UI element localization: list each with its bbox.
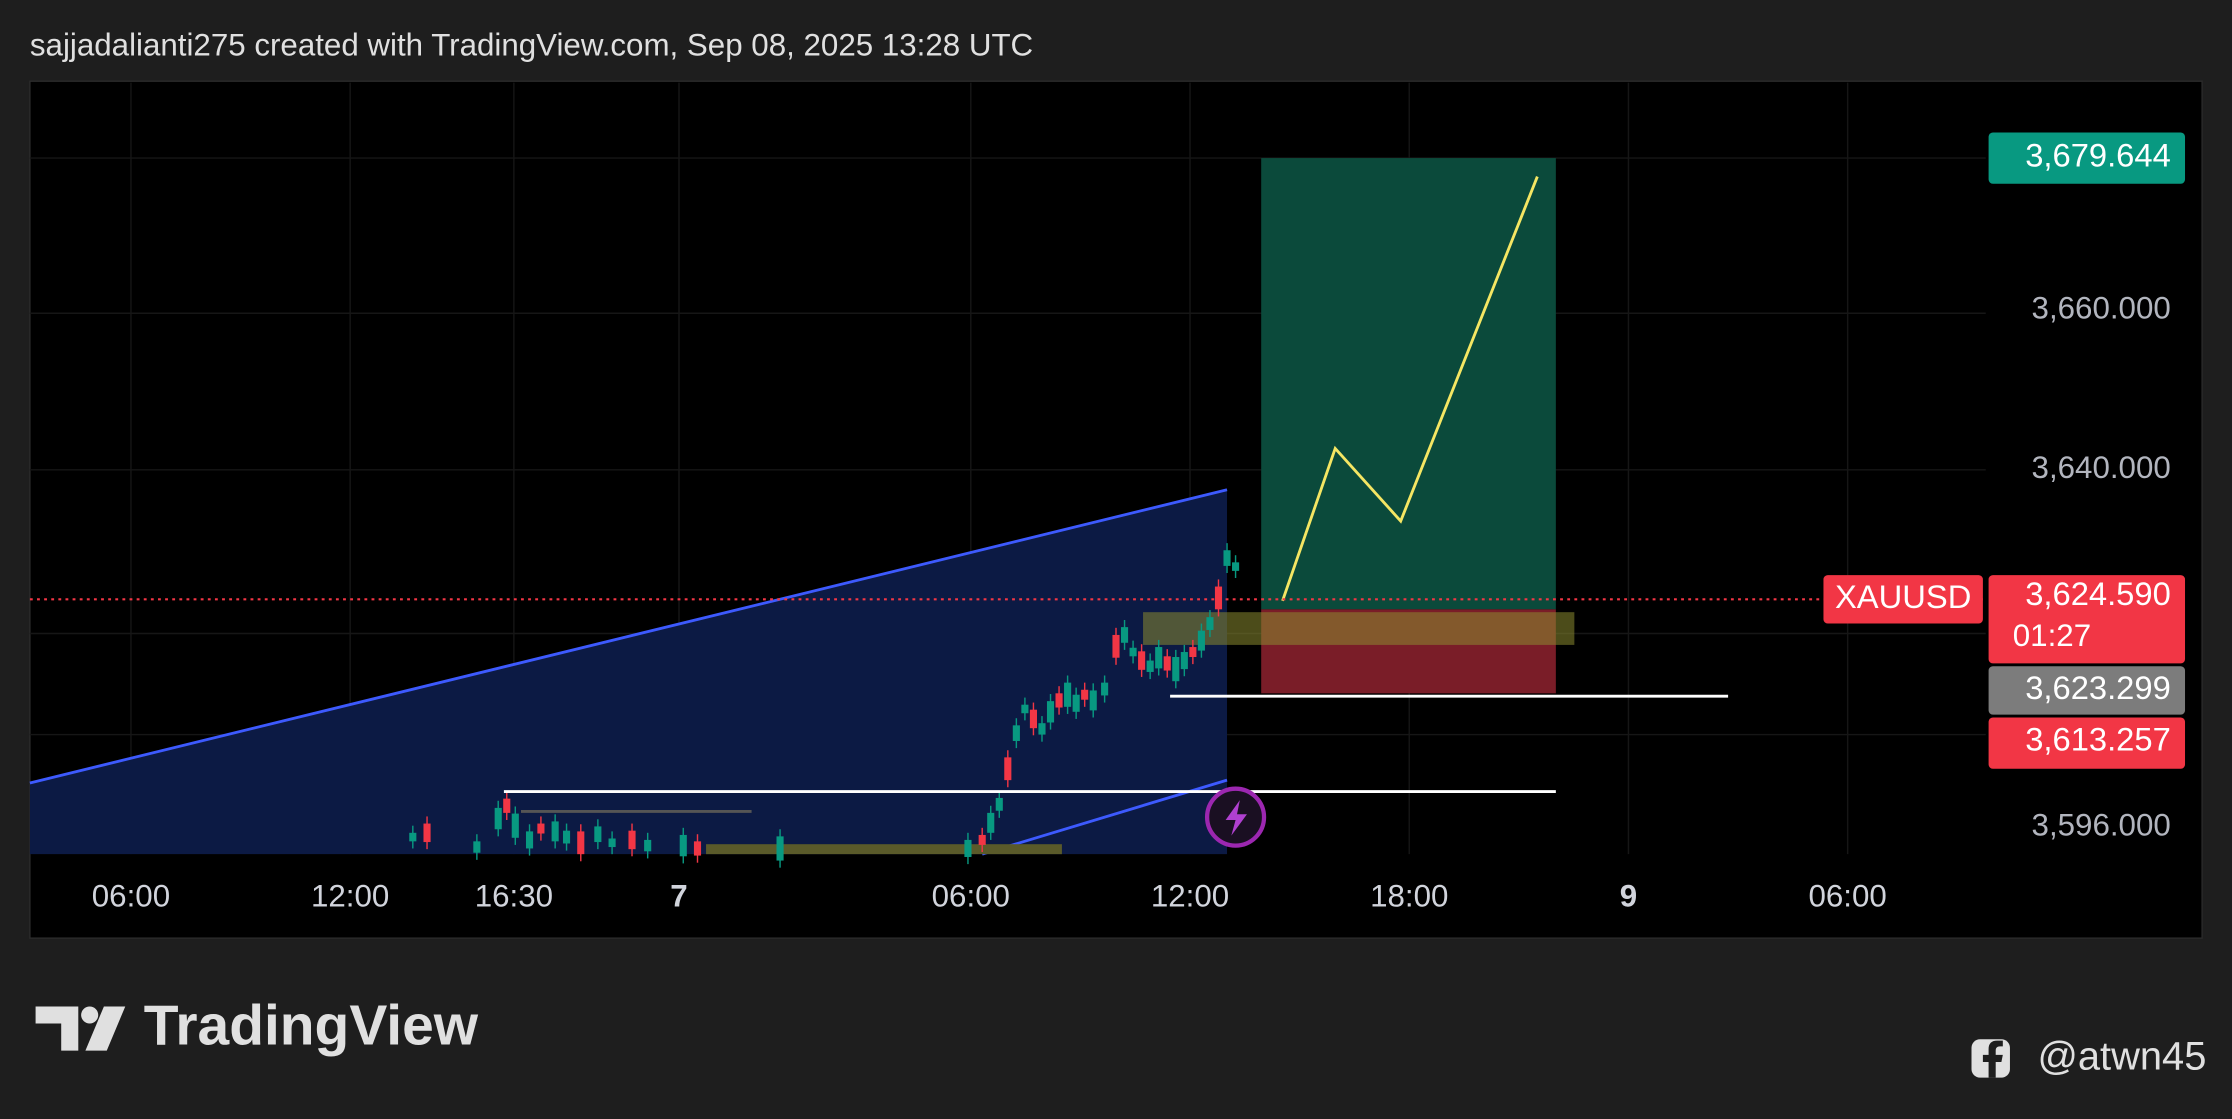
candle — [964, 839, 972, 858]
current-price: 3,624.590 — [2025, 575, 2171, 612]
target-zone — [1261, 158, 1556, 610]
candle — [628, 830, 636, 850]
candle — [409, 832, 417, 842]
candle — [995, 797, 1003, 811]
time-label: 06:00 — [932, 879, 1010, 914]
candle — [978, 834, 986, 845]
candle — [1055, 693, 1063, 708]
candle — [1129, 647, 1137, 657]
logo-text: TradingView — [144, 993, 479, 1057]
symbol-label: XAUUSD — [1835, 578, 1971, 615]
zone — [706, 844, 1062, 855]
price-tick: 3,596.000 — [2032, 807, 2171, 842]
candle — [693, 841, 702, 856]
channel-upper — [29, 488, 1228, 785]
candle — [594, 826, 602, 843]
logo-shape — [35, 1006, 79, 1051]
candle — [562, 830, 571, 844]
candle — [1163, 656, 1171, 671]
candle — [551, 821, 559, 842]
candle — [644, 839, 652, 852]
candle — [1029, 709, 1037, 729]
candle — [1214, 586, 1223, 610]
candle — [1012, 725, 1020, 741]
candle — [1197, 630, 1205, 651]
candle — [1206, 617, 1214, 630]
level-label-bg — [1988, 666, 2186, 715]
facebook-f — [1982, 1040, 2003, 1078]
time-label: 16:30 — [475, 879, 553, 914]
candle — [494, 807, 502, 830]
level-label-bg — [1988, 717, 2186, 769]
logo-mark — [35, 1006, 126, 1051]
price-tick: 3,640.000 — [2032, 450, 2171, 485]
candle — [1021, 704, 1029, 714]
candles — [409, 543, 1240, 868]
level-label: 3,623.299 — [2025, 669, 2171, 706]
countdown: 01:27 — [2013, 618, 2091, 653]
logo-shape — [85, 1006, 126, 1051]
candle — [1004, 757, 1012, 781]
candle — [525, 831, 534, 849]
header-text: sajjadalianti275 created with TradingVie… — [30, 27, 1033, 62]
candle — [1172, 657, 1180, 682]
candle — [1101, 682, 1109, 696]
entry-zone — [1143, 612, 1575, 645]
candle — [987, 812, 995, 833]
candle — [1120, 627, 1129, 643]
candle — [1089, 690, 1097, 711]
target-label-bg — [1988, 132, 2186, 184]
time-label: 7 — [670, 879, 687, 914]
logo-shape — [81, 1006, 99, 1024]
candle — [1046, 701, 1055, 723]
level-label: 3,613.257 — [2025, 720, 2171, 757]
candle — [473, 841, 481, 853]
candle — [776, 836, 784, 861]
projection-path — [1281, 176, 1539, 602]
candle — [608, 838, 616, 848]
time-label: 18:00 — [1370, 879, 1448, 914]
time-label: 12:00 — [1151, 879, 1229, 914]
candle — [1232, 562, 1240, 571]
time-label: 06:00 — [1808, 879, 1886, 914]
candle — [537, 823, 545, 834]
candle — [1189, 647, 1197, 658]
handle: @atwn45 — [2037, 1035, 2206, 1079]
current-price-bg — [1988, 575, 2186, 664]
candle — [1038, 723, 1046, 735]
symbol-label-bg — [1823, 575, 1983, 624]
candle — [1064, 682, 1072, 707]
candle — [503, 798, 511, 813]
candle — [1081, 689, 1089, 700]
candle — [511, 813, 519, 838]
time-label: 9 — [1620, 879, 1637, 914]
candle — [1146, 660, 1154, 672]
candle — [423, 823, 431, 843]
candle — [1112, 634, 1120, 658]
candle — [1072, 694, 1080, 712]
candle — [1155, 647, 1163, 669]
price-tick: 3,660.000 — [2032, 291, 2171, 326]
time-label: 06:00 — [92, 879, 170, 914]
lightning — [1225, 800, 1247, 836]
target-label: 3,679.644 — [2025, 137, 2171, 174]
candle — [679, 834, 687, 857]
time-label: 12:00 — [311, 879, 389, 914]
candle — [1223, 550, 1231, 566]
candle — [577, 831, 585, 855]
candle — [1138, 651, 1146, 670]
candle — [1180, 652, 1188, 670]
channel-fill — [29, 489, 1228, 855]
